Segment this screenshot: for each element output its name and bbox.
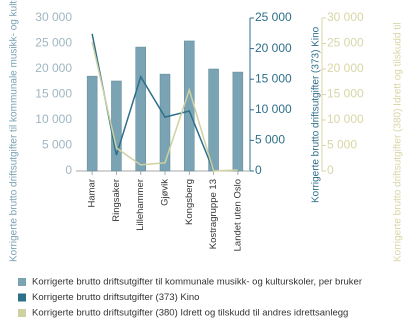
y-tick-label: 25 000 (255, 10, 292, 24)
axis-title-group: Korrigerte brutto driftsutgifter til kom… (9, 0, 20, 262)
y-tick-label: 30 000 (327, 10, 364, 24)
y-tick-label: 10 000 (35, 112, 72, 126)
y-tick-label: 5 000 (42, 138, 72, 152)
y-tick-label: 10 000 (327, 112, 364, 126)
y-tick-label: 5 000 (327, 138, 357, 152)
x-tick-label: Gjøvik (160, 179, 171, 206)
line (91, 41, 238, 172)
bar (159, 73, 171, 172)
y-tick-label: 25 000 (35, 36, 72, 50)
x-tick-label: Ringsaker (111, 179, 122, 222)
x-tick-label: Kostragruppe 13 (208, 179, 219, 249)
y-tick-label: 15 000 (255, 71, 292, 85)
bar (184, 40, 195, 172)
y-tick-label: 0 (255, 163, 262, 177)
axis-title-group: Korrigerte brutto driftsutgifter (373) K… (311, 26, 322, 203)
legend-label: Korrigerte brutto driftsutgifter (373) K… (32, 292, 199, 303)
bar (111, 80, 122, 172)
y-tick-label: 15 000 (327, 87, 364, 101)
y-tick-label: 15 000 (35, 87, 72, 101)
legend-swatch (18, 278, 26, 286)
bar (208, 68, 219, 172)
y-tick-label: 25 000 (327, 36, 364, 50)
y-tick-label: 30 000 (35, 10, 72, 24)
x-tick-label: Lillehammer (135, 179, 146, 231)
axis-title-group: Korrigerte brutto driftsutgifter (380) I… (393, 22, 404, 262)
y-tick-label: 5 000 (255, 133, 285, 147)
legend-swatch (18, 293, 26, 302)
legend-label: Korrigerte brutto driftsutgifter (380) I… (32, 308, 348, 319)
y-tick-label: 20 000 (327, 61, 364, 75)
x-tick-label: Landet uten Oslo (232, 179, 243, 251)
bar (232, 71, 244, 172)
legend-label: Korrigerte brutto driftsutgifter til kom… (32, 277, 362, 288)
x-tick-label: Hamar (87, 179, 98, 208)
y-axis-title: Korrigerte brutto driftsutgifter til kom… (9, 0, 20, 262)
line (91, 33, 215, 172)
y-tick-label: 0 (327, 163, 334, 177)
y3-axis-title: Korrigerte brutto driftsutgifter (380) I… (393, 22, 404, 262)
y2-axis-title: Korrigerte brutto driftsutgifter (373) K… (311, 26, 322, 203)
x-tick-label: Kongsberg (184, 179, 195, 225)
bar (135, 46, 146, 172)
legend-swatch (18, 309, 26, 317)
y-tick-label: 0 (65, 163, 72, 177)
y-tick-label: 20 000 (35, 61, 72, 75)
y-tick-label: 20 000 (255, 41, 292, 55)
bar (86, 75, 98, 172)
y-tick-label: 10 000 (255, 102, 292, 116)
